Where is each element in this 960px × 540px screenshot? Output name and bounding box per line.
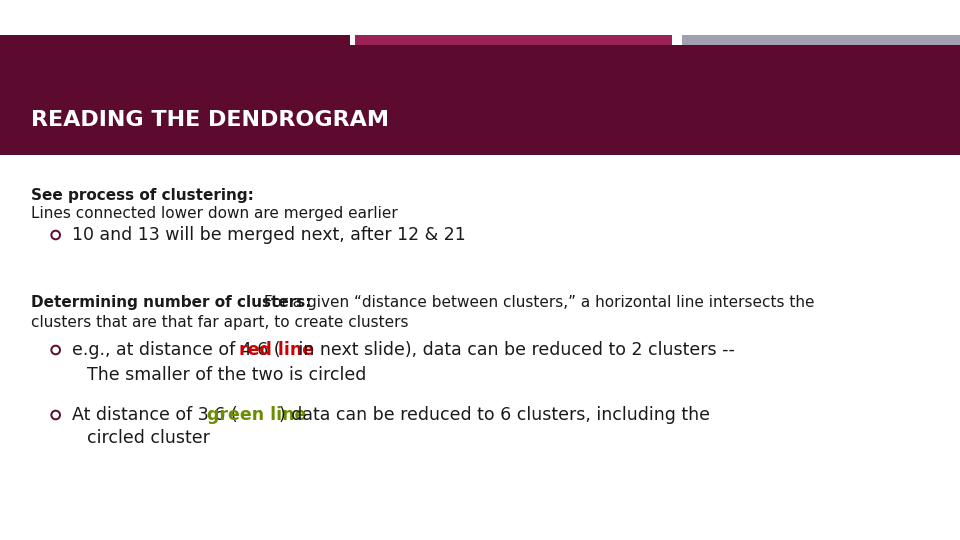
- Text: See process of clustering:: See process of clustering:: [31, 188, 253, 203]
- Text: At distance of 3.6 (: At distance of 3.6 (: [72, 406, 238, 424]
- Bar: [682, 35, 960, 45]
- Text: READING THE DENDROGRAM: READING THE DENDROGRAM: [31, 110, 389, 130]
- Text: red line: red line: [239, 341, 314, 359]
- Text: Lines connected lower down are merged earlier: Lines connected lower down are merged ea…: [31, 206, 397, 221]
- Text: Determining number of clusters:: Determining number of clusters:: [31, 295, 311, 310]
- Bar: [355, 35, 672, 45]
- Text: ) data can be reduced to 6 clusters, including the: ) data can be reduced to 6 clusters, inc…: [279, 406, 710, 424]
- Text: e.g., at distance of 4.6 (: e.g., at distance of 4.6 (: [72, 341, 280, 359]
- Text: in next slide), data can be reduced to 2 clusters --: in next slide), data can be reduced to 2…: [293, 341, 734, 359]
- Text: circled cluster: circled cluster: [87, 429, 210, 447]
- Text: 10 and 13 will be merged next, after 12 & 21: 10 and 13 will be merged next, after 12 …: [72, 226, 466, 244]
- Text: The smaller of the two is circled: The smaller of the two is circled: [87, 366, 367, 384]
- Text: green line: green line: [207, 406, 306, 424]
- Text: For a given “distance between clusters,” a horizontal line intersects the: For a given “distance between clusters,”…: [259, 295, 814, 310]
- Text: clusters that are that far apart, to create clusters: clusters that are that far apart, to cre…: [31, 315, 408, 330]
- Bar: [0, 35, 350, 45]
- Bar: [0, 45, 960, 155]
